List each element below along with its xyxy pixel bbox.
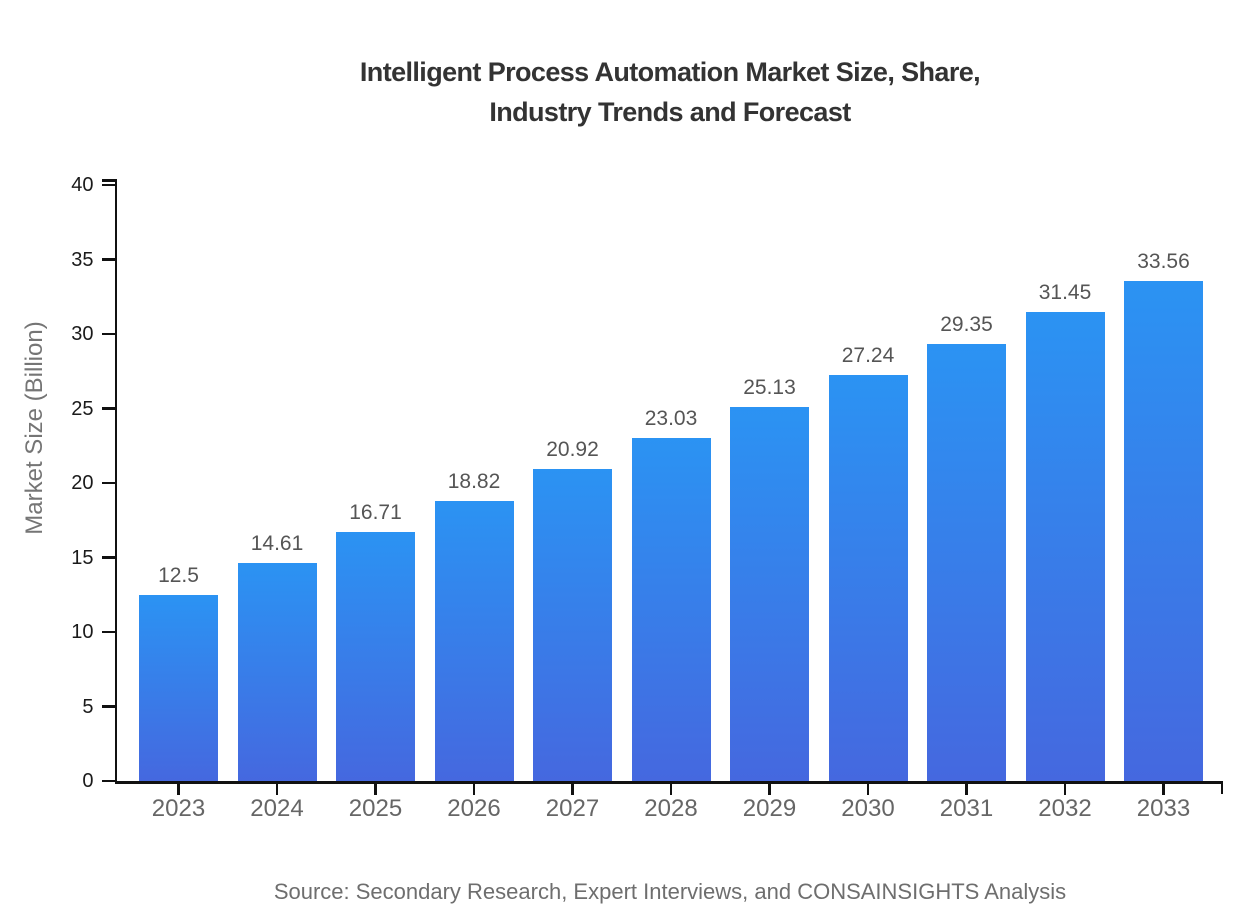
y-tick-label: 35 [71, 248, 94, 271]
source-note: Source: Secondary Research, Expert Inter… [273, 879, 1067, 904]
bar [927, 343, 1006, 781]
x-tick-label: 2028 [644, 795, 698, 822]
x-tick [571, 783, 574, 795]
y-tick [101, 258, 115, 261]
y-tick [101, 705, 115, 708]
y-tick [101, 183, 115, 187]
y-tick-label: 0 [82, 770, 94, 792]
bar-value-label: 23.03 [644, 406, 698, 430]
bar [1124, 280, 1203, 781]
y-axis-line [114, 179, 117, 784]
x-tick [472, 783, 476, 795]
x-tick-label: 2026 [447, 795, 501, 822]
x-tick [374, 783, 377, 795]
x-tick [768, 783, 771, 795]
bar [533, 469, 612, 781]
y-axis-end-cap [101, 179, 115, 182]
bar-value-label: 18.82 [447, 469, 501, 493]
bar [828, 375, 908, 781]
x-tick [866, 783, 870, 795]
bar-value-label: 33.56 [1137, 249, 1190, 273]
x-tick [1063, 783, 1067, 795]
x-tick-label: 2025 [348, 795, 403, 822]
y-tick-label: 5 [82, 695, 94, 718]
bar-value-label: 16.71 [349, 501, 402, 525]
chart-title-line1: Intelligent Process Automation Market Si… [359, 57, 981, 87]
bar [631, 437, 711, 781]
bar [730, 406, 809, 781]
x-tick-label: 2031 [939, 795, 994, 822]
y-tick [101, 779, 115, 783]
bar-value-label: 25.13 [743, 375, 796, 399]
x-tick [177, 783, 180, 795]
x-tick-label: 2030 [841, 795, 895, 822]
y-tick [101, 481, 115, 485]
x-tick [965, 783, 968, 795]
bar-value-label: 29.35 [940, 312, 993, 336]
x-tick [1162, 783, 1165, 795]
chart-title-line2: Industry Trends and Forecast [489, 97, 851, 127]
bar-value-label: 12.5 [158, 563, 199, 587]
x-tick-label: 2024 [250, 795, 304, 822]
bar-value-label: 31.45 [1038, 281, 1092, 305]
x-tick [275, 783, 279, 795]
x-tick-label: 2029 [742, 795, 797, 822]
bar-value-label: 14.61 [250, 532, 304, 556]
x-tick-label: 2032 [1038, 795, 1092, 822]
y-tick-label: 10 [71, 621, 94, 643]
y-tick [101, 407, 115, 410]
bar-value-label: 27.24 [841, 344, 895, 368]
x-axis-end-cap [1220, 781, 1223, 794]
y-tick-label: 20 [71, 472, 94, 494]
y-tick [101, 332, 115, 336]
bar [139, 594, 218, 781]
x-tick-label: 2027 [545, 795, 600, 822]
x-tick-label: 2023 [151, 795, 206, 822]
y-tick-label: 25 [71, 397, 94, 420]
y-tick-label: 30 [71, 323, 94, 345]
bar-value-label: 20.92 [546, 438, 599, 462]
y-tick [101, 630, 115, 634]
x-tick-label: 2033 [1136, 795, 1191, 822]
bar [1025, 312, 1105, 781]
y-tick [101, 556, 115, 559]
chart-title: Intelligent Process Automation Market Si… [80, 52, 1260, 132]
x-tick [669, 783, 673, 795]
y-tick-label: 15 [71, 546, 94, 569]
bar [237, 563, 317, 781]
x-axis-line [114, 781, 1223, 784]
y-tick-label: 40 [71, 174, 94, 196]
bar [336, 532, 415, 781]
bar [434, 500, 514, 781]
